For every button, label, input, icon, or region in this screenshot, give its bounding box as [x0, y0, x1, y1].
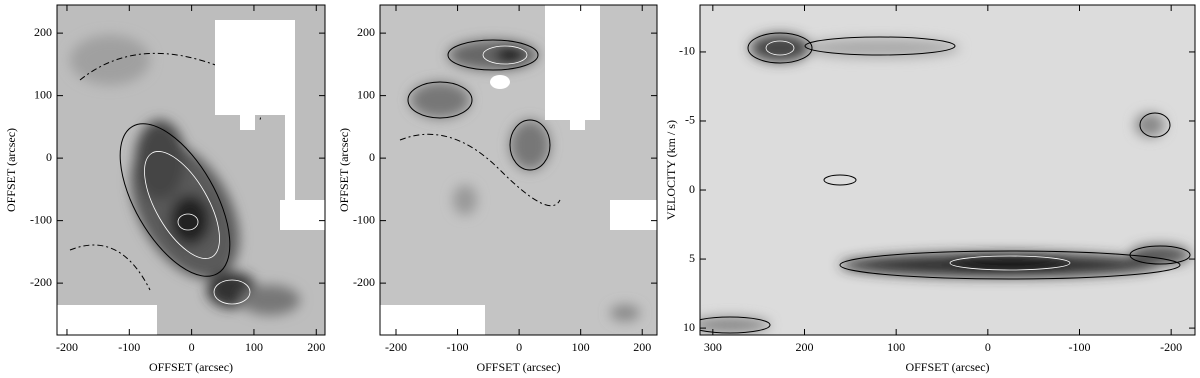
x-tick-label: 200	[307, 340, 325, 354]
x-tick-label: 0	[516, 340, 522, 354]
x-tick-label: 300	[704, 340, 722, 354]
x-tick-label: -200	[385, 340, 407, 354]
x-tick-label: -200	[1160, 340, 1182, 354]
x-tick-label: 100	[245, 340, 263, 354]
map-image	[57, 5, 325, 335]
y-tick-label: 0	[46, 150, 52, 164]
x-axis-label: OFFSET (arcsec)	[476, 360, 560, 374]
x-tick-label: 200	[796, 340, 814, 354]
x-axis-label: OFFSET (arcsec)	[149, 360, 233, 374]
x-tick-label: 100	[572, 340, 590, 354]
y-axis-label: OFFSET (arcsec)	[337, 128, 351, 212]
y-tick-label: -100	[30, 212, 52, 226]
pv-image	[700, 5, 1195, 335]
y-tick-label: 10	[683, 320, 695, 334]
x-tick-label: 0	[189, 340, 195, 354]
y-tick-label: 0	[369, 150, 375, 164]
x-axis-label: OFFSET (arcsec)	[905, 360, 989, 374]
y-tick-label: -10	[679, 44, 695, 58]
y-tick-label: 200	[357, 25, 375, 39]
y-tick-label: 200	[34, 25, 52, 39]
x-tick-label: -100	[118, 340, 140, 354]
x-tick-label: -100	[1069, 340, 1091, 354]
y-tick-label: 5	[689, 251, 695, 265]
y-tick-label: -200	[30, 275, 52, 289]
y-tick-label: -5	[685, 113, 695, 127]
x-tick-label: 100	[887, 340, 905, 354]
x-tick-label: -100	[447, 340, 469, 354]
y-tick-label: 0	[689, 182, 695, 196]
y-tick-label: 100	[357, 87, 375, 101]
y-tick-label: 100	[34, 87, 52, 101]
y-tick-label: -100	[353, 212, 375, 226]
x-tick-label: -200	[56, 340, 78, 354]
x-tick-label: 200	[633, 340, 651, 354]
y-axis-label: VELOCITY (km / s)	[664, 120, 678, 220]
plot-frame	[379, 4, 658, 336]
y-axis-label: OFFSET (arcsec)	[4, 128, 18, 212]
plot-frame	[56, 4, 326, 336]
x-tick-label: 0	[985, 340, 991, 354]
plot-frame	[699, 4, 1196, 336]
map-image	[380, 5, 657, 335]
y-tick-label: -200	[353, 275, 375, 289]
